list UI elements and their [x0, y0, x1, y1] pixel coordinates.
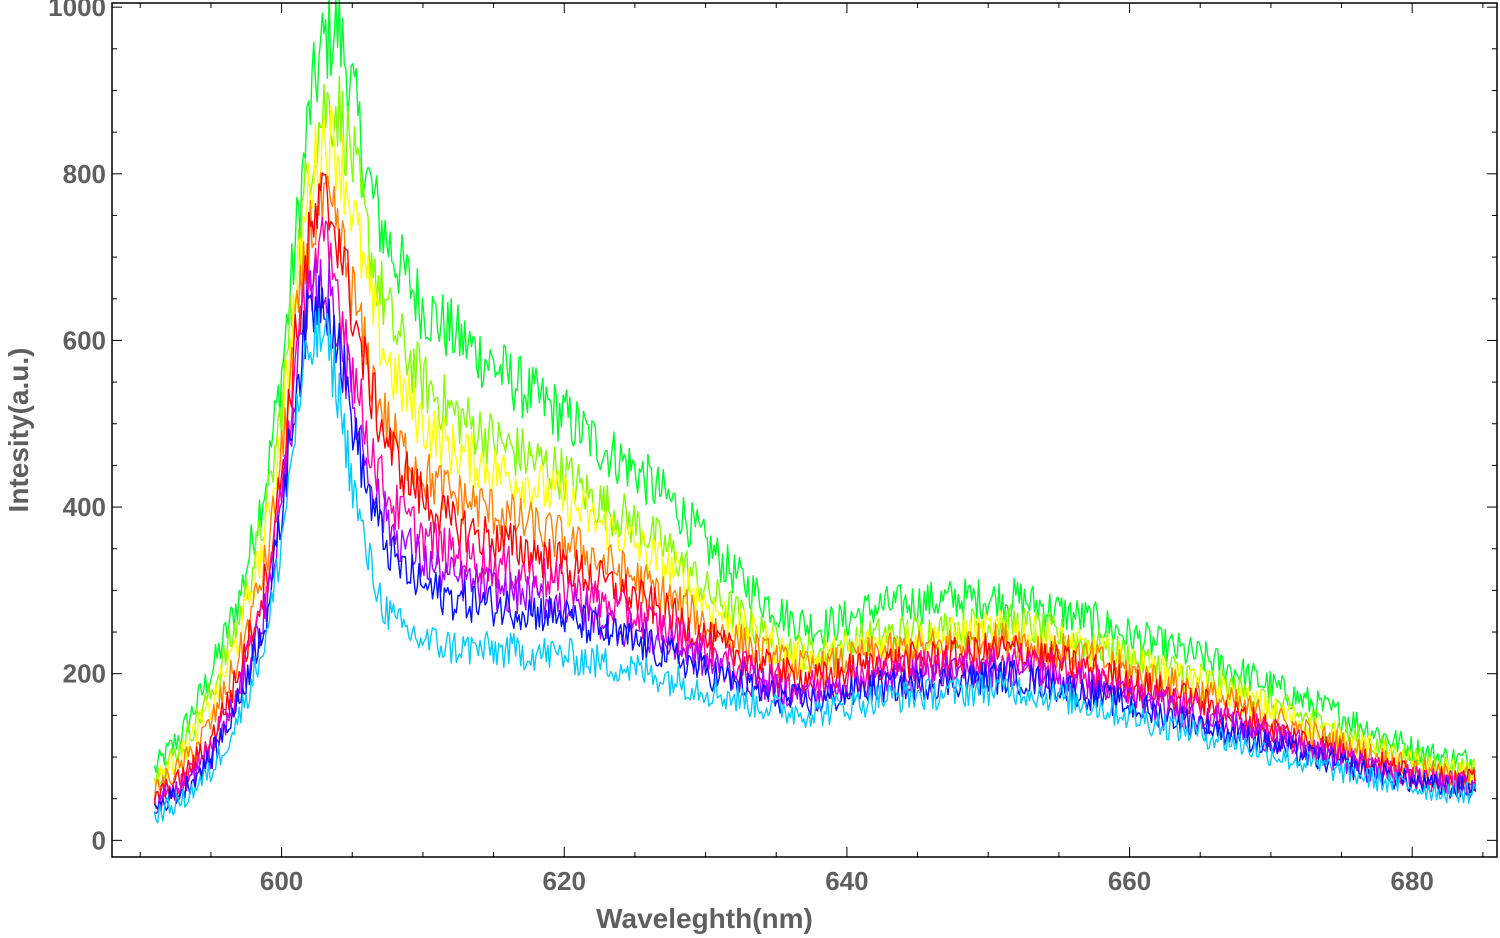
x-tick-label: 680	[1391, 866, 1434, 896]
x-axis-title: Waveleghth(nm)	[596, 903, 813, 934]
series-layer	[153, 0, 1477, 824]
y-tick-label: 600	[63, 325, 106, 355]
x-tick-label: 620	[543, 866, 586, 896]
x-tick-label: 660	[1108, 866, 1151, 896]
y-tick-label: 400	[63, 492, 106, 522]
x-tick-label: 640	[825, 866, 868, 896]
y-tick-label: 200	[63, 659, 106, 689]
series-line-3	[153, 105, 1476, 787]
tick-layer: 600 620 640 660 680 0 200 400 600 800 1000	[48, 0, 1497, 896]
plot-frame	[111, 2, 1498, 858]
y-axis-title: Intesity(a.u.)	[3, 348, 34, 513]
y-tick-label: 800	[63, 159, 106, 189]
x-tick-label: 600	[260, 866, 303, 896]
series-line-1	[153, 0, 1477, 775]
y-tick-label: 1000	[48, 0, 106, 22]
y-tick-label: 0	[92, 825, 106, 855]
series-line-9	[153, 307, 1477, 824]
